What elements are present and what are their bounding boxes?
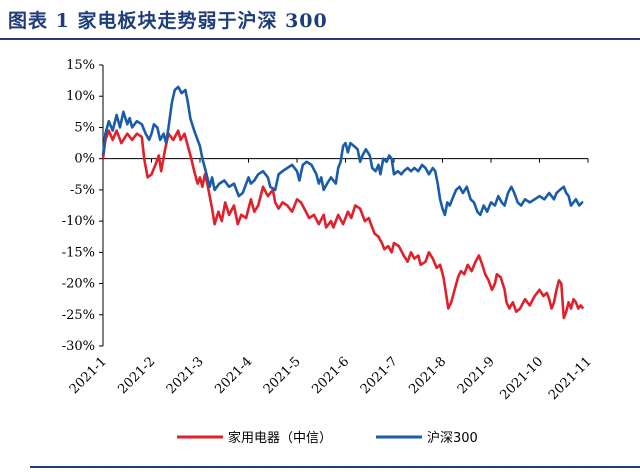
series-line (101, 129, 585, 320)
x-tick-label: 2021-7 (358, 354, 401, 397)
y-tick-label: -25% (62, 308, 95, 323)
x-tick-label: 2021-5 (261, 354, 304, 397)
bottom-divider (30, 466, 640, 468)
x-tick-label: 2021-11 (546, 354, 595, 403)
x-tick-label: 2021-3 (164, 354, 207, 397)
y-tick-label: 15% (66, 58, 95, 73)
x-tick-label: 2021-10 (498, 354, 547, 403)
x-tick-label: 2021-4 (212, 354, 255, 397)
y-tick-label: -10% (62, 214, 95, 229)
y-axis: 15% 10% 5% 0% -5% -10% -15% -20% -25% -30% (62, 58, 104, 354)
title-divider (0, 38, 640, 40)
series-line (101, 85, 584, 217)
y-tick-label: -30% (62, 339, 95, 354)
legend-label: 沪深300 (427, 430, 478, 446)
x-tick-label: 2021-2 (115, 354, 158, 397)
series-layer (101, 85, 585, 320)
x-tick-label: 2021-8 (406, 354, 449, 397)
y-tick-label: 0% (74, 152, 95, 167)
x-tick-label: 2021-9 (455, 354, 498, 397)
x-tick-label: 2021-6 (309, 354, 352, 397)
legend-label: 家用电器（中信） (228, 430, 332, 446)
y-tick-label: -15% (62, 245, 95, 260)
legend: 家用电器（中信） 沪深300 (177, 430, 478, 446)
y-tick-label: 10% (66, 89, 95, 104)
y-tick-label: -5% (70, 183, 95, 198)
x-tick-label: 2021-1 (67, 354, 110, 397)
y-tick-label: 5% (74, 120, 95, 135)
chart-title: 图表 1 家电板块走势弱于沪深 300 (8, 10, 328, 32)
y-tick-label: -20% (62, 277, 95, 292)
